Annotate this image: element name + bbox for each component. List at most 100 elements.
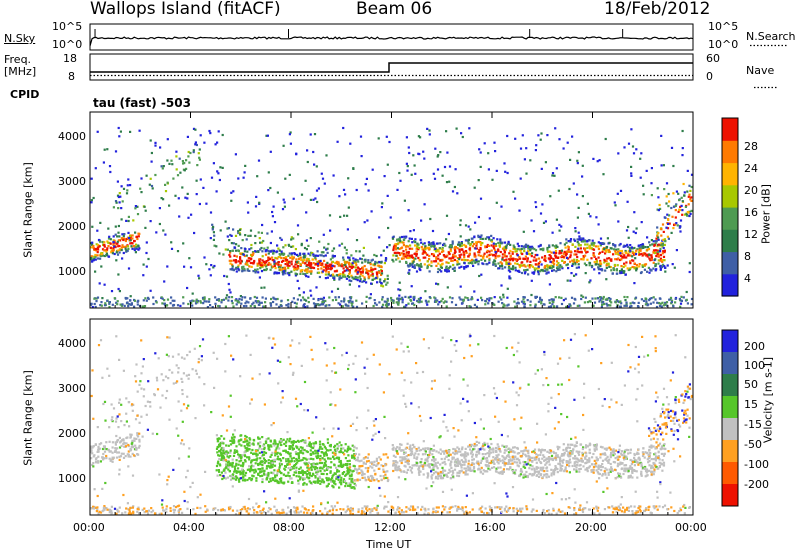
data-cell xyxy=(348,459,351,462)
data-cell xyxy=(654,258,657,261)
data-cell xyxy=(124,245,127,248)
data-cell xyxy=(221,456,224,459)
data-cell xyxy=(103,249,106,252)
data-cell xyxy=(530,247,533,250)
data-cell xyxy=(399,469,402,472)
data-cell xyxy=(132,403,135,406)
data-cell xyxy=(217,130,220,133)
data-cell xyxy=(299,459,302,462)
data-cell xyxy=(257,468,260,471)
data-cell xyxy=(657,196,660,199)
data-cell xyxy=(650,194,653,197)
data-cell xyxy=(423,242,426,245)
data-cell xyxy=(211,223,214,226)
data-cell xyxy=(155,376,158,379)
data-cell xyxy=(138,129,141,132)
data-cell xyxy=(277,481,280,485)
data-cell xyxy=(135,235,138,239)
data-cell xyxy=(228,239,231,242)
data-cell xyxy=(127,178,130,181)
data-cell xyxy=(95,243,98,246)
data-cell xyxy=(460,253,463,256)
data-cell xyxy=(551,244,554,247)
data-cell xyxy=(353,482,356,485)
data-cell xyxy=(312,446,315,450)
data-cell xyxy=(335,475,338,478)
data-cell xyxy=(247,456,251,459)
data-cell xyxy=(358,275,362,278)
data-cell xyxy=(315,471,318,474)
data-cell xyxy=(267,447,270,450)
data-cell xyxy=(334,444,337,447)
data-cell xyxy=(659,257,662,260)
data-cell xyxy=(601,303,604,306)
data-cell xyxy=(591,264,594,267)
data-cell xyxy=(289,256,292,259)
data-cell xyxy=(407,256,410,259)
data-cell xyxy=(300,451,303,454)
data-cell xyxy=(116,240,119,243)
data-cell xyxy=(386,246,389,249)
data-cell xyxy=(477,251,480,254)
data-cell xyxy=(458,248,461,251)
data-cell xyxy=(550,256,553,260)
data-cell xyxy=(356,271,359,274)
data-cell xyxy=(511,252,514,255)
data-cell xyxy=(398,468,401,471)
data-cell xyxy=(257,472,260,475)
data-cell xyxy=(634,253,638,256)
data-cell xyxy=(361,476,364,479)
data-cell xyxy=(310,466,313,469)
data-cell xyxy=(305,450,308,453)
data-cell xyxy=(604,269,607,272)
data-cell xyxy=(326,276,329,279)
data-cell xyxy=(163,299,166,302)
data-cell xyxy=(225,297,228,300)
data-cell xyxy=(617,220,620,223)
data-cell xyxy=(327,264,330,267)
data-cell xyxy=(451,190,455,193)
data-cell xyxy=(408,247,411,250)
data-cell xyxy=(274,267,277,270)
data-cell xyxy=(290,238,293,241)
data-cell xyxy=(140,415,143,418)
data-cell xyxy=(146,400,149,403)
data-cell xyxy=(528,245,531,249)
data-cell xyxy=(657,232,660,235)
data-cell xyxy=(325,248,328,251)
data-cell xyxy=(620,249,623,253)
data-cell xyxy=(529,300,532,303)
data-cell xyxy=(659,243,663,246)
data-cell xyxy=(195,143,198,147)
data-cell xyxy=(327,271,330,274)
data-cell xyxy=(522,302,525,305)
data-cell xyxy=(365,271,368,274)
data-cell xyxy=(532,259,535,262)
data-cell xyxy=(433,296,436,299)
data-cell xyxy=(275,474,278,477)
data-cell xyxy=(137,235,140,238)
data-cell xyxy=(600,297,603,300)
data-cell xyxy=(327,273,330,276)
data-cell xyxy=(657,259,660,262)
data-cell xyxy=(541,203,544,206)
data-cell xyxy=(639,248,642,251)
data-cell xyxy=(609,300,612,303)
data-cell xyxy=(234,234,238,237)
data-cell xyxy=(578,235,581,238)
data-cell xyxy=(585,264,588,267)
data-cell xyxy=(310,263,313,266)
data-cell xyxy=(334,483,337,486)
data-cell xyxy=(430,241,433,245)
data-cell xyxy=(343,299,346,302)
data-cell xyxy=(258,302,261,305)
data-cell xyxy=(503,255,506,258)
data-cell xyxy=(337,445,340,448)
data-cell xyxy=(343,480,347,483)
data-cell xyxy=(314,475,317,478)
data-cell xyxy=(297,479,300,482)
data-cell xyxy=(321,270,324,273)
data-cell xyxy=(690,199,693,202)
data-cell xyxy=(648,271,651,274)
data-cell xyxy=(535,205,538,209)
